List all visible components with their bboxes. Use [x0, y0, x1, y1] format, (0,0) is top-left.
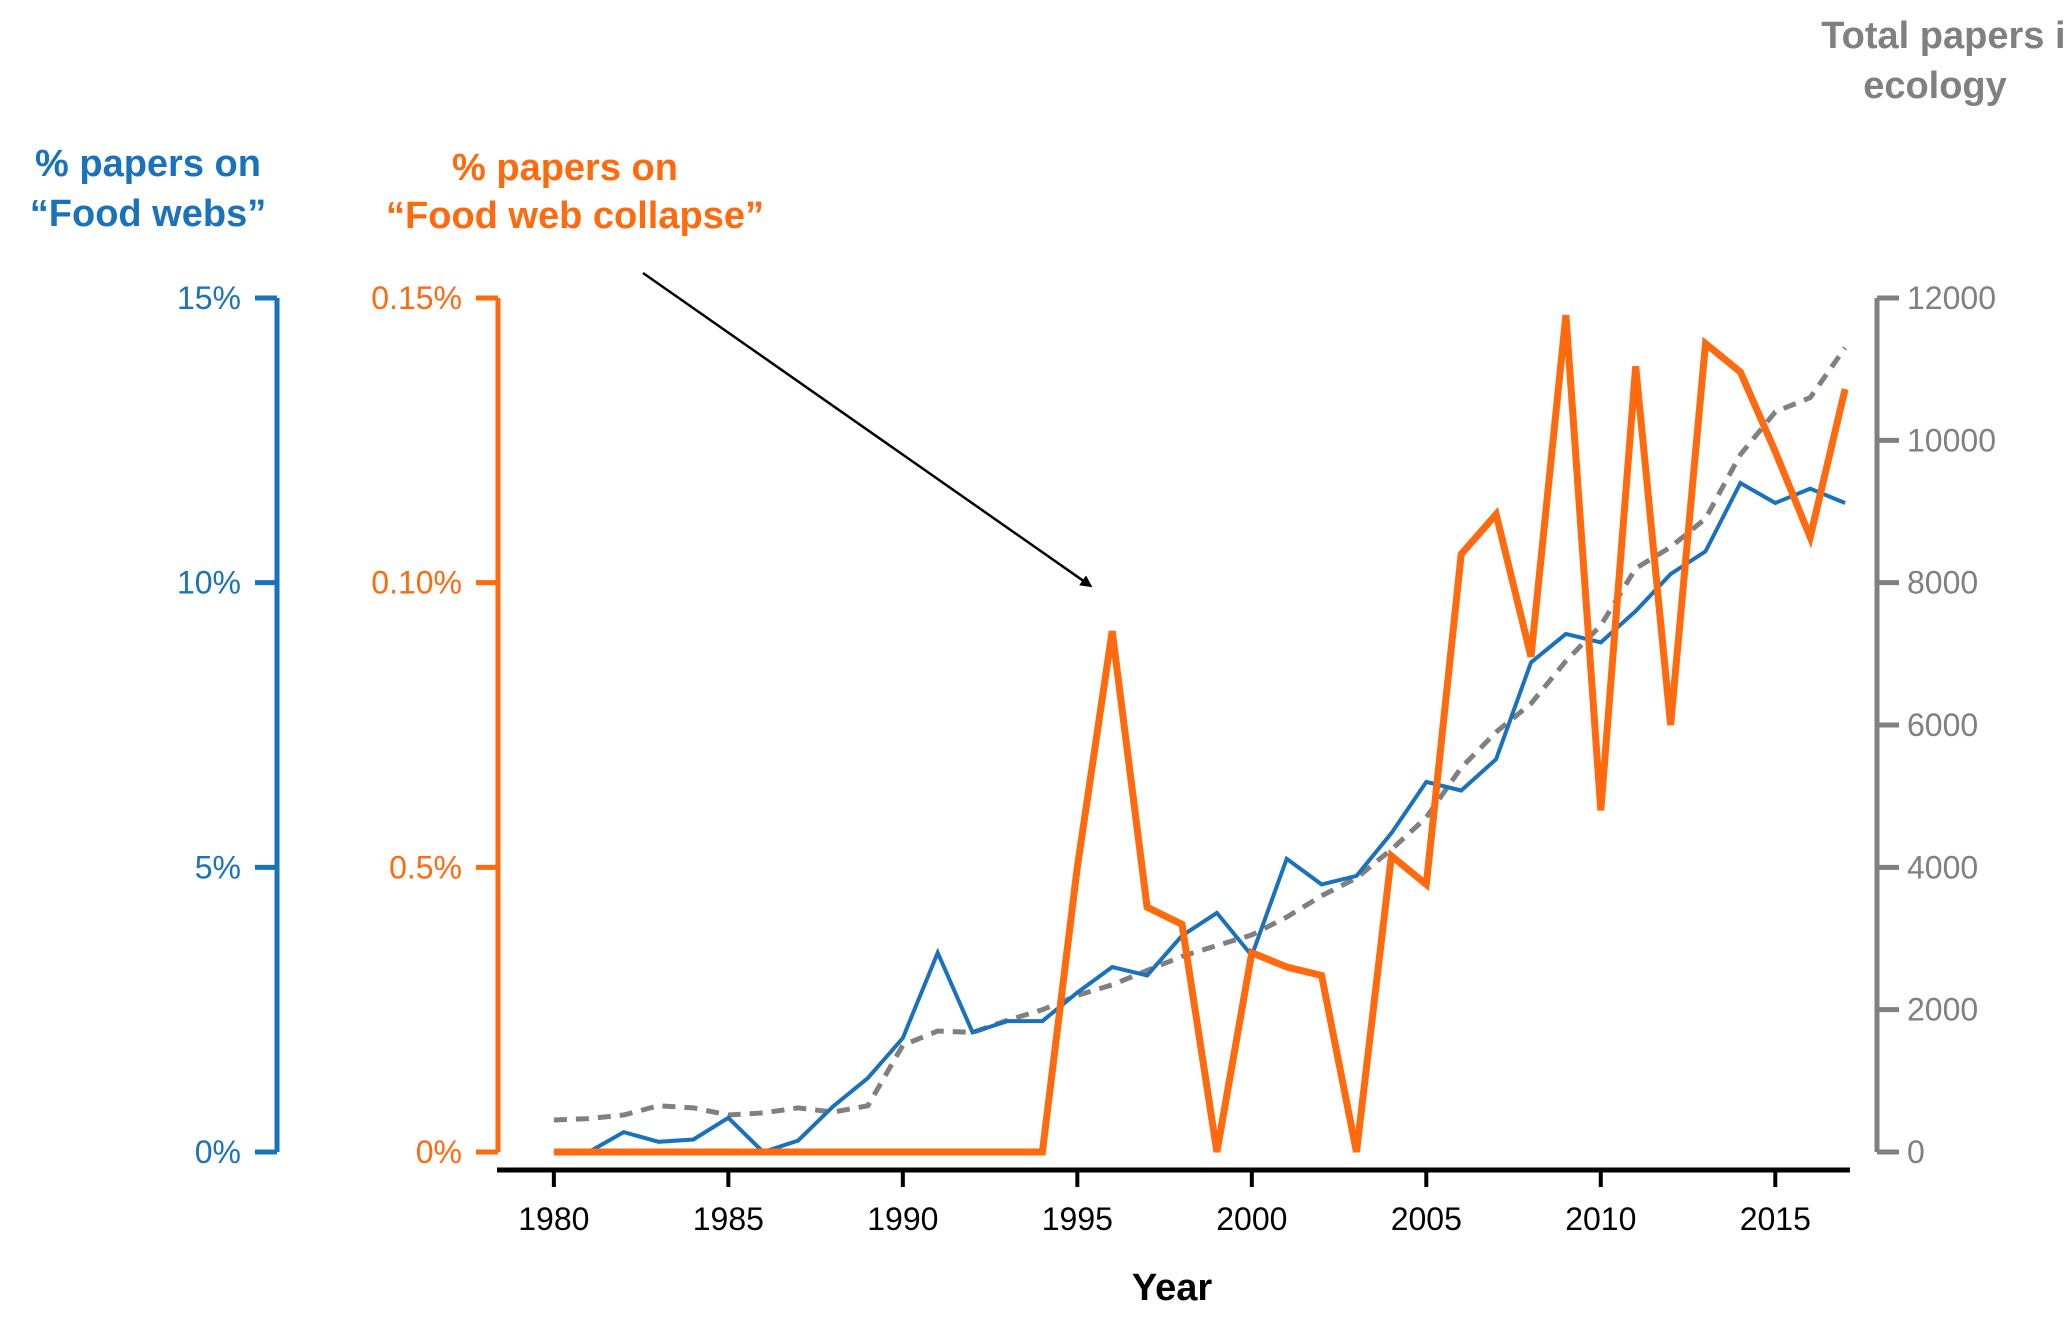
series-line-right: [553, 346, 1848, 1123]
annotation-arrow: [642, 271, 1093, 588]
x-tick-label: 1980: [518, 1201, 589, 1237]
left-outer-tick-label: 0%: [195, 1134, 241, 1170]
x-tick-label: 2005: [1391, 1201, 1462, 1237]
right-tick-label: 10000: [1907, 422, 1996, 458]
x-tick-label: 1995: [1042, 1201, 1113, 1237]
x-tick-label: 2010: [1565, 1201, 1636, 1237]
left-inner-tick-label: 0.10%: [371, 565, 462, 601]
right-tick-label: 12000: [1907, 280, 1996, 316]
right-axis-title-line1: Total papers in: [1821, 15, 2067, 57]
left-outer-axis-title-line2: “Food webs”: [30, 193, 266, 235]
right-axis-title-line2: ecology: [1863, 65, 2007, 107]
right-tick-label: 8000: [1907, 565, 1978, 601]
chart-marks: 0% 5% 10% 15% 0% 0.5% 0.10% 0.15% 0 2000 4000 6000 8…: [177, 271, 1996, 1237]
x-tick-label: 1990: [867, 1201, 938, 1237]
left-inner-axis-title-line1: % papers on: [452, 147, 678, 189]
left-outer-axis-title-line1: % papers on: [35, 143, 261, 185]
left-inner-tick-label: 0.15%: [371, 280, 462, 316]
x-tick-label: 2000: [1216, 1201, 1287, 1237]
x-tick-label: 2015: [1740, 1201, 1811, 1237]
x-axis-title: Year: [1132, 1267, 1213, 1309]
right-tick-label: 4000: [1907, 849, 1978, 885]
left-inner-axis-title-line2: “Food web collapse”: [386, 195, 764, 237]
right-tick-label: 0: [1907, 1134, 1925, 1170]
x-tick-label: 1985: [693, 1201, 764, 1237]
right-tick-label: 6000: [1907, 707, 1978, 743]
left-outer-tick-label: 5%: [195, 849, 241, 885]
left-inner-tick-label: 0.5%: [389, 849, 462, 885]
left-outer-tick-label: 10%: [177, 565, 241, 601]
left-outer-tick-label: 15%: [177, 280, 241, 316]
left-inner-tick-label: 0%: [416, 1134, 462, 1170]
right-tick-label: 2000: [1907, 992, 1978, 1028]
series-line-left-inner: [553, 314, 1849, 1156]
